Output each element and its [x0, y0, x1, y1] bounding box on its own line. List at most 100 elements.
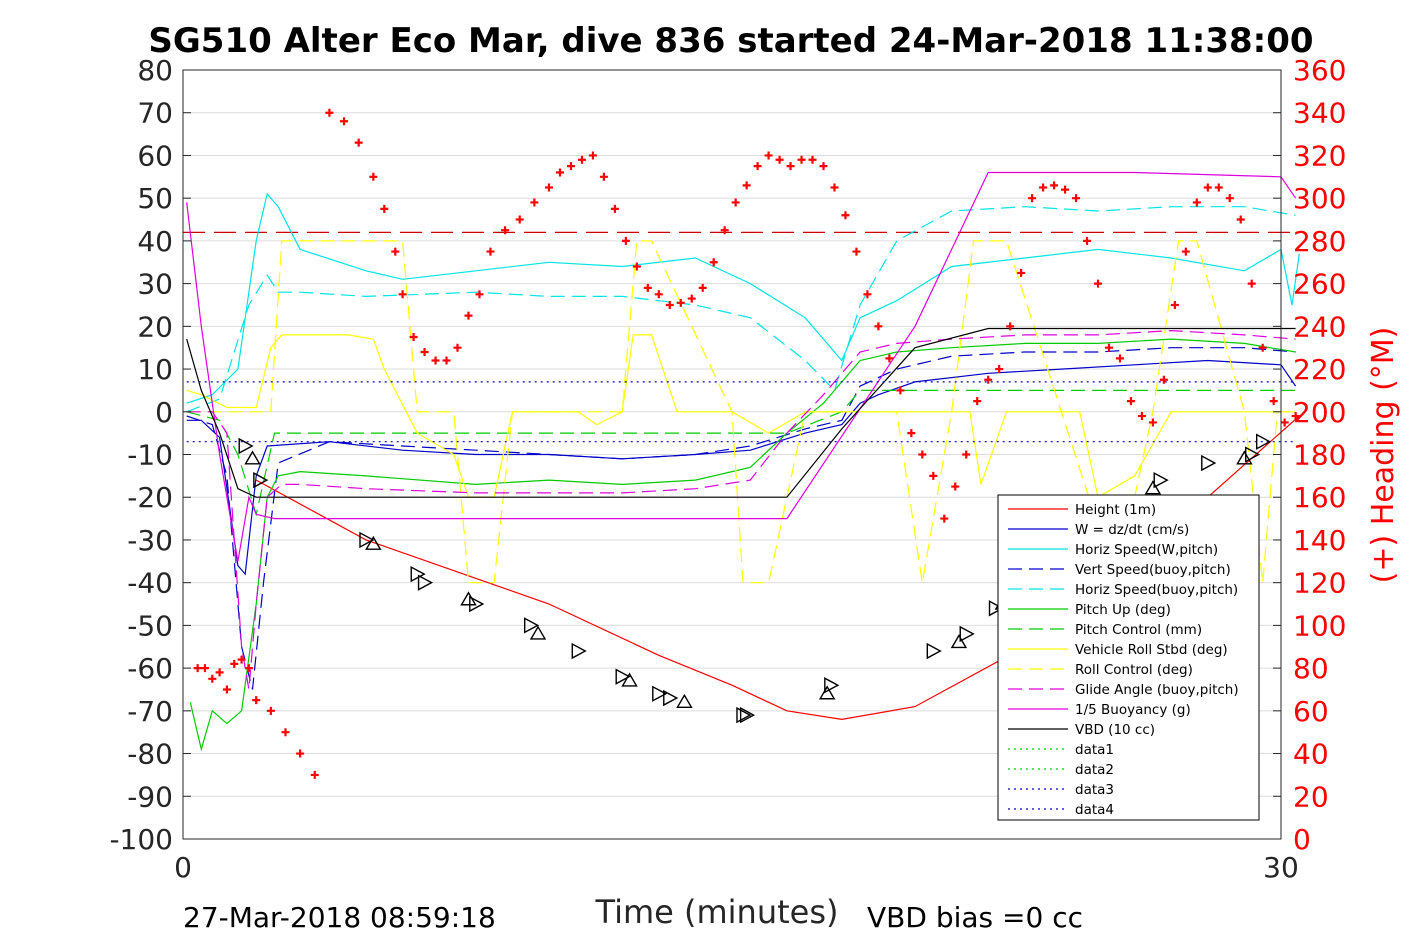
legend-label: data1	[1075, 742, 1114, 758]
triangle-marker	[950, 634, 968, 649]
triangle-marker	[417, 574, 434, 591]
y-right-tick-label: 360	[1293, 54, 1346, 87]
heading-point	[929, 471, 938, 480]
series-line-10	[186, 171, 1297, 562]
heading-point	[841, 211, 850, 220]
heading-point	[1039, 183, 1048, 192]
heading-point	[654, 290, 663, 299]
heading-point	[1094, 279, 1102, 288]
x-axis-label: Time (minutes)	[595, 893, 839, 931]
heading-point	[1126, 397, 1135, 406]
x-tick-label: 30	[1263, 851, 1299, 884]
heading-point	[676, 298, 685, 307]
legend-label: Height (1m)	[1075, 502, 1156, 518]
heading-points	[193, 108, 1300, 779]
triangle-marker	[529, 625, 547, 640]
heading-point	[874, 322, 883, 331]
heading-point	[1137, 412, 1146, 421]
footer-vbd-bias: VBD bias =0 cc	[867, 901, 1083, 934]
legend-label: data3	[1075, 782, 1114, 798]
heading-point	[1148, 418, 1157, 427]
heading-point	[775, 155, 784, 164]
legend-label: Glide Angle (buoy,pitch)	[1075, 682, 1239, 698]
triangle-marker	[652, 685, 668, 702]
heading-point	[1214, 183, 1223, 192]
triangle-marker	[621, 672, 638, 687]
heading-point	[1083, 236, 1092, 245]
triangle-marker	[238, 437, 254, 455]
heading-point	[1247, 279, 1256, 288]
legend-label: Vert Speed(buoy,pitch)	[1075, 562, 1231, 578]
y-tick-label: 40	[137, 225, 173, 258]
heading-point	[797, 155, 806, 164]
heading-point	[237, 655, 246, 664]
heading-point	[1280, 418, 1289, 427]
triangle-marker	[1245, 446, 1261, 463]
heading-point	[1072, 194, 1081, 203]
heading-point	[1258, 343, 1267, 352]
y-tick-label: -100	[109, 823, 173, 856]
y-right-tick-label: 20	[1293, 780, 1329, 813]
y-tick-label: -20	[127, 481, 173, 514]
heading-point	[409, 333, 418, 342]
y-axis-right-label: (+) Heading (°M)	[1366, 327, 1401, 584]
triangle-marker	[469, 595, 485, 613]
heading-point	[464, 311, 473, 320]
triangle-marker	[365, 535, 382, 550]
y-right-tick-label: 180	[1293, 439, 1346, 472]
y-tick-label: 50	[137, 182, 173, 215]
heading-point	[588, 151, 597, 160]
heading-point	[962, 450, 971, 459]
y-right-tick-label: 260	[1293, 268, 1346, 301]
y-right-tick-label: 300	[1293, 182, 1346, 215]
heading-point	[709, 258, 718, 267]
y-right-tick-label: 100	[1293, 609, 1346, 642]
heading-point	[230, 659, 239, 668]
y-right-tick-label: 140	[1293, 524, 1346, 557]
heading-point	[530, 198, 539, 207]
heading-point	[1203, 183, 1212, 192]
heading-point	[515, 215, 524, 224]
heading-point	[687, 294, 696, 303]
triangle-marker	[615, 668, 631, 685]
triangle-marker	[1236, 450, 1253, 465]
y-right-tick-label: 340	[1293, 97, 1346, 130]
heading-point	[369, 172, 378, 181]
y-right-tick-label: 40	[1293, 738, 1329, 771]
heading-point	[665, 300, 674, 309]
y-tick-label: -10	[127, 439, 173, 472]
series-line-4	[186, 206, 1296, 413]
triangle-marker	[1255, 433, 1272, 450]
x-tick-label: 0	[174, 851, 192, 884]
triangle-marker	[736, 706, 752, 724]
heading-point	[193, 664, 202, 673]
series-line-8	[186, 240, 1296, 586]
y-right-tick-label: 0	[1293, 823, 1311, 856]
y-right-tick-label: 60	[1293, 695, 1329, 728]
series-line-5	[189, 338, 1296, 752]
heading-point	[501, 226, 510, 235]
heading-point	[995, 365, 1004, 374]
y-tick-label: 70	[137, 97, 173, 130]
triangle-marker	[524, 617, 540, 634]
series-line-7	[186, 334, 1296, 499]
y-right-tick-label: 320	[1293, 139, 1346, 172]
legend-label: Horiz Speed(W,pitch)	[1075, 542, 1218, 558]
heading-point	[1104, 343, 1113, 352]
triangle-marker	[959, 625, 975, 643]
y-right-tick-label: 160	[1293, 481, 1346, 514]
heading-point	[918, 450, 927, 459]
heading-point	[830, 183, 839, 192]
heading-point	[266, 706, 275, 715]
heading-point	[1061, 185, 1070, 194]
heading-point	[325, 108, 334, 117]
heading-point	[819, 162, 828, 171]
series-line-3	[186, 347, 1296, 690]
heading-point	[391, 247, 400, 256]
heading-point	[621, 236, 630, 245]
heading-point	[340, 117, 349, 126]
triangle-marker	[571, 642, 587, 660]
heading-point	[380, 204, 389, 213]
heading-point	[984, 375, 993, 384]
